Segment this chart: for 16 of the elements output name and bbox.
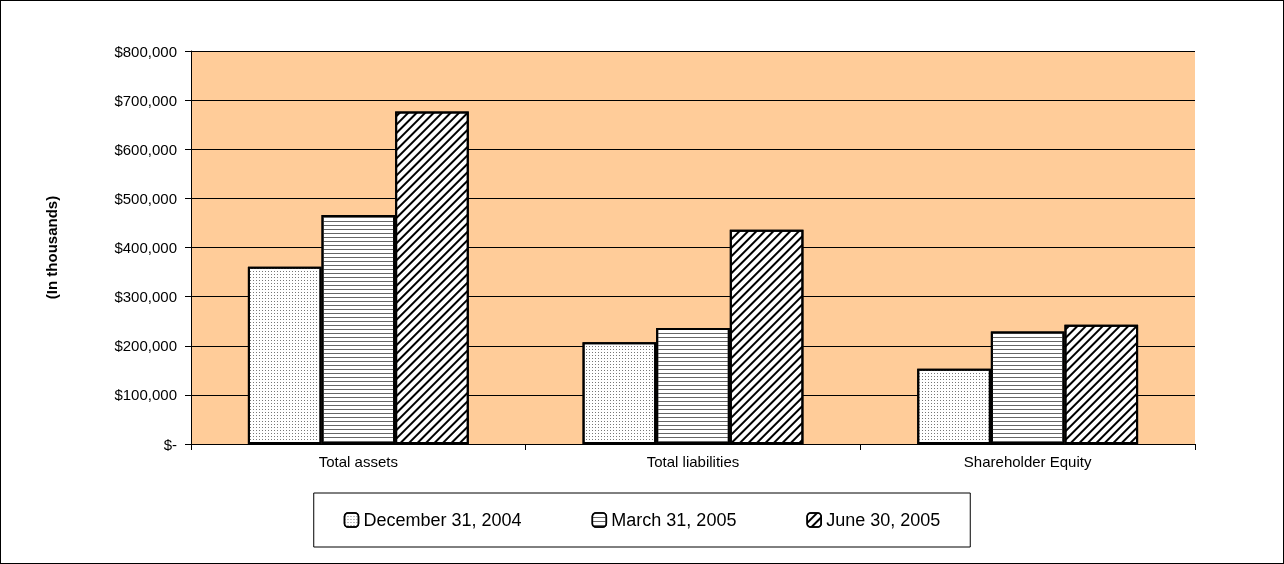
y-axis-title: (In thousands) [43, 195, 60, 300]
y-tick-label: $- [163, 435, 177, 453]
legend-label: June 30, 2005 [826, 510, 941, 530]
x-tick-label: Total liabilities [646, 453, 740, 470]
y-tick-label: $300,000 [114, 288, 177, 306]
x-tick-label: Shareholder Equity [963, 453, 1092, 470]
y-tick-label: $200,000 [114, 337, 177, 355]
y-tick-label: $600,000 [114, 140, 177, 158]
y-tick-label: $700,000 [114, 91, 177, 109]
y-tick-label: $400,000 [114, 239, 177, 256]
legend-label: March 31, 2005 [611, 510, 737, 530]
legend-label: December 31, 2004 [363, 510, 522, 530]
y-tick-label: $500,000 [114, 189, 177, 207]
y-tick-label: $100,000 [114, 386, 177, 404]
y-tick-label: $800,000 [114, 42, 177, 60]
x-tick-label: Total assets [318, 453, 398, 470]
